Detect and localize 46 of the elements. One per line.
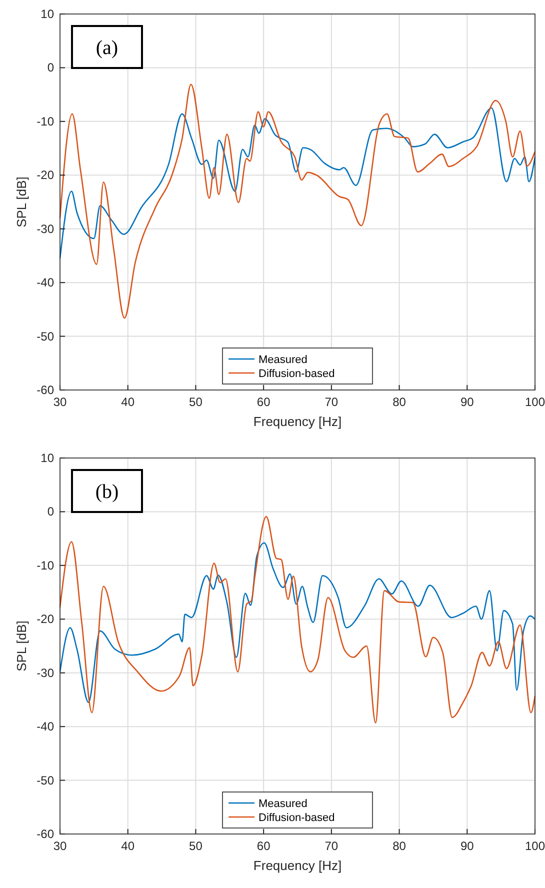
x-tick-label: 100 <box>524 395 545 409</box>
y-axis-title: SPL [dB] <box>14 176 29 228</box>
legend-label: Diffusion-based <box>258 368 335 380</box>
x-tick-label: 60 <box>256 395 271 409</box>
x-tick-label: 70 <box>324 395 338 409</box>
y-tick-label: -30 <box>36 666 54 680</box>
y-tick-label: 0 <box>47 60 54 75</box>
legend-label: Diffusion-based <box>258 812 335 824</box>
line-series <box>59 84 536 319</box>
line-series <box>59 542 536 704</box>
x-tick-label: 90 <box>460 395 474 409</box>
line-series <box>59 516 536 724</box>
x-axis-title: Frequency [Hz] <box>253 858 342 873</box>
x-axis-title: Frequency [Hz] <box>253 414 342 429</box>
x-tick-label: 100 <box>524 839 545 853</box>
y-tick-label: -40 <box>36 276 54 290</box>
x-tick-label: 30 <box>53 395 67 409</box>
y-tick-label: -50 <box>36 773 54 788</box>
x-tick-label: 60 <box>256 839 271 853</box>
y-tick-label: -60 <box>36 827 54 841</box>
y-tick-label: -50 <box>36 329 54 344</box>
y-tick-label: -20 <box>36 612 54 626</box>
line-series <box>59 107 536 260</box>
annotation: (b) <box>95 481 119 503</box>
y-tick-label: 0 <box>47 504 54 519</box>
annotation: (a) <box>96 37 118 59</box>
y-tick-label: -60 <box>36 383 54 397</box>
x-tick-label: 50 <box>189 839 203 853</box>
x-tick-label: 80 <box>392 839 406 853</box>
x-tick-label: 90 <box>460 839 474 853</box>
legend-label: Measured <box>258 354 308 366</box>
x-tick-label: 70 <box>324 839 338 853</box>
y-tick-label: 10 <box>40 451 54 465</box>
x-tick-label: 30 <box>53 839 67 853</box>
y-tick-label: -40 <box>36 720 54 734</box>
x-tick-label: 50 <box>189 395 203 409</box>
x-tick-label: 40 <box>121 839 135 853</box>
y-tick-label: -10 <box>36 114 54 128</box>
y-tick-label: -10 <box>36 558 54 572</box>
y-tick-label: 10 <box>40 7 54 21</box>
x-tick-label: 80 <box>392 395 406 409</box>
x-tick-label: 40 <box>121 395 135 409</box>
y-tick-label: -20 <box>36 168 54 182</box>
y-axis-title: SPL [dB] <box>14 620 29 672</box>
legend-label: Measured <box>258 798 308 810</box>
y-tick-label: -30 <box>36 222 54 236</box>
